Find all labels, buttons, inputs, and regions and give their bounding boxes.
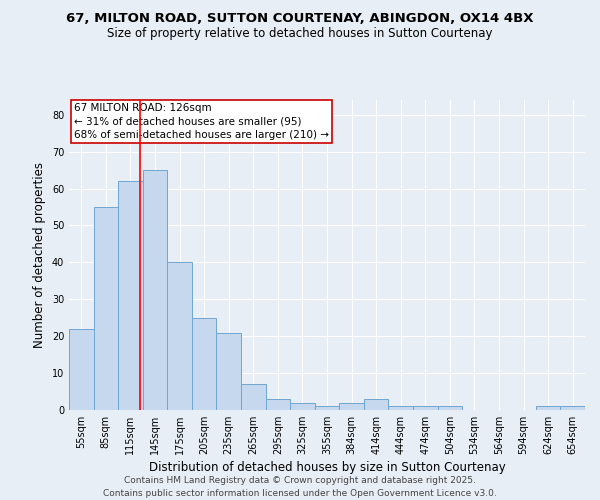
Bar	[94, 207, 118, 410]
Bar	[241, 384, 266, 410]
Bar	[437, 406, 462, 410]
Bar	[536, 406, 560, 410]
Bar	[143, 170, 167, 410]
Bar	[167, 262, 192, 410]
Bar	[364, 399, 388, 410]
Bar	[413, 406, 437, 410]
Bar	[69, 329, 94, 410]
Y-axis label: Number of detached properties: Number of detached properties	[33, 162, 46, 348]
Bar	[118, 181, 143, 410]
Bar	[192, 318, 217, 410]
Bar	[339, 402, 364, 410]
Bar	[290, 402, 315, 410]
Text: Contains HM Land Registry data © Crown copyright and database right 2025.
Contai: Contains HM Land Registry data © Crown c…	[103, 476, 497, 498]
Text: 67 MILTON ROAD: 126sqm
← 31% of detached houses are smaller (95)
68% of semi-det: 67 MILTON ROAD: 126sqm ← 31% of detached…	[74, 103, 329, 140]
Bar	[217, 332, 241, 410]
Bar	[388, 406, 413, 410]
Bar	[560, 406, 585, 410]
Bar	[266, 399, 290, 410]
Text: Size of property relative to detached houses in Sutton Courtenay: Size of property relative to detached ho…	[107, 28, 493, 40]
X-axis label: Distribution of detached houses by size in Sutton Courtenay: Distribution of detached houses by size …	[149, 461, 505, 474]
Text: 67, MILTON ROAD, SUTTON COURTENAY, ABINGDON, OX14 4BX: 67, MILTON ROAD, SUTTON COURTENAY, ABING…	[66, 12, 534, 26]
Bar	[315, 406, 339, 410]
